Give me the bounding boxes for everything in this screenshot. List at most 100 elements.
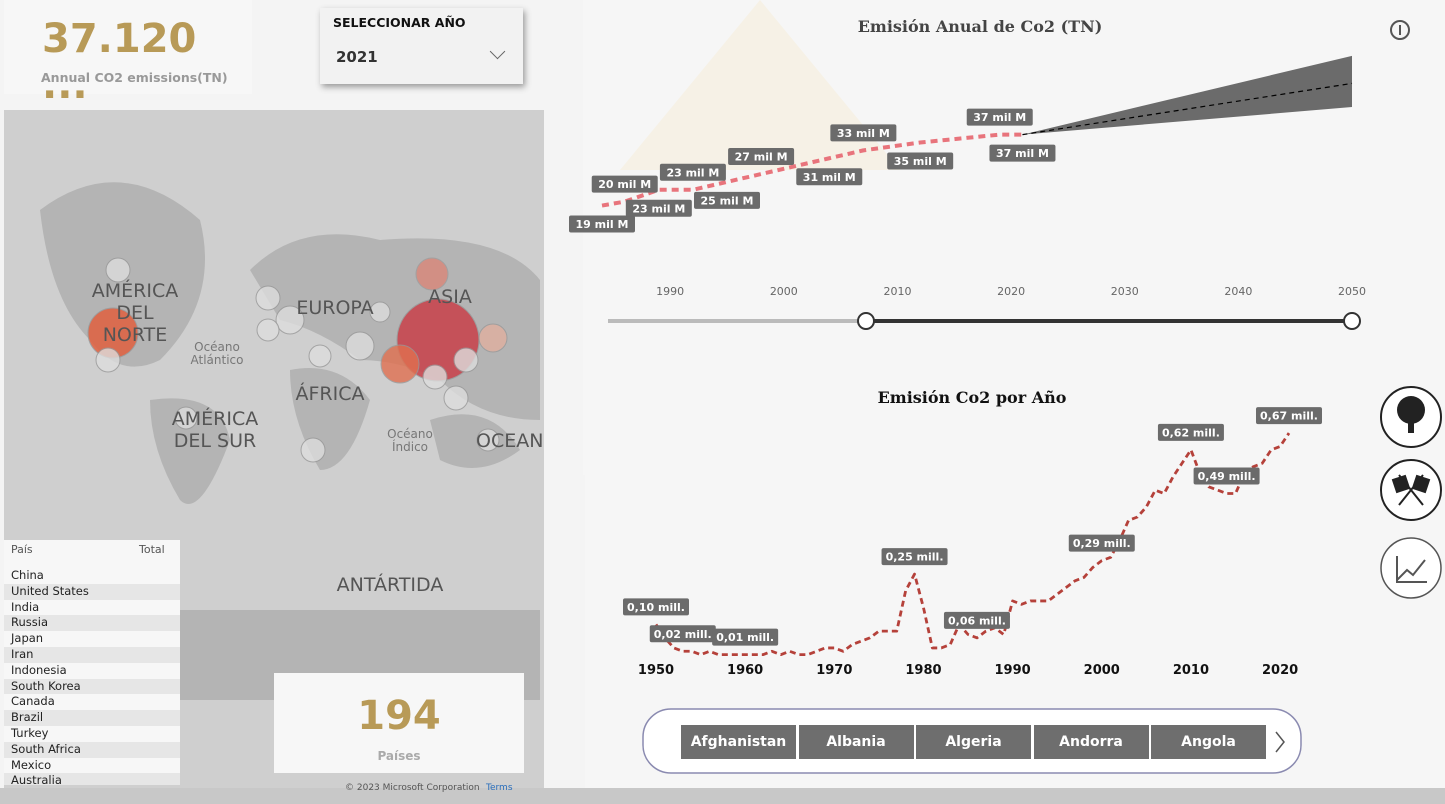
- country-button[interactable]: Albania: [798, 725, 914, 759]
- data-label-bg: [625, 199, 692, 217]
- x-tick-label: 1950: [638, 663, 674, 678]
- data-label: 0,10 mill.: [627, 601, 685, 614]
- slider-handle[interactable]: [1343, 312, 1361, 330]
- x-tick-label: 2050: [1338, 285, 1366, 298]
- table-row[interactable]: China: [11, 568, 44, 582]
- year-slicer[interactable]: SELECCIONAR AÑO 2021: [320, 8, 523, 84]
- data-label-bg: [966, 108, 1033, 126]
- map-label: EUROPA: [296, 297, 374, 319]
- bubble: [308, 344, 332, 368]
- bubble: [476, 428, 500, 452]
- slicer-value[interactable]: 2021: [336, 48, 378, 66]
- tree-trunk: [1408, 415, 1414, 433]
- kpi-label: Annual CO2 emissions(TN): [41, 70, 228, 85]
- table-row[interactable]: United States: [4, 583, 180, 600]
- table-row[interactable]: Iran: [4, 646, 180, 663]
- country-button[interactable]: Andorra: [1033, 725, 1149, 759]
- data-label-bg: [881, 548, 948, 566]
- data-label-bg: [1256, 407, 1322, 425]
- data-label: 37 mil M: [973, 111, 1026, 124]
- data-label: 0,29 mill.: [1073, 537, 1131, 550]
- map-label: AMÉRICA DEL NORTE: [91, 280, 179, 346]
- info-icon[interactable]: [1390, 20, 1410, 40]
- data-label-bg: [659, 163, 726, 181]
- data-label-bg: [1157, 423, 1224, 441]
- bubble: [105, 257, 131, 283]
- bubble: [422, 364, 448, 390]
- data-label-bg: [728, 148, 795, 166]
- count-card: 194 Países: [274, 673, 524, 773]
- table-row[interactable]: Turkey: [11, 725, 49, 740]
- data-label-bg: [569, 215, 635, 233]
- forecast-line: [1022, 82, 1353, 136]
- data-label: 0,06 mill.: [948, 614, 1006, 627]
- count-label: Países: [377, 749, 421, 763]
- table-row[interactable]: Canada: [11, 694, 55, 709]
- chart-title: Emisión Co2 por Año: [878, 388, 1067, 407]
- next-arrow[interactable]: [1275, 731, 1285, 753]
- data-label: 0,67 mill.: [1260, 410, 1318, 423]
- x-tick-label: 2030: [1111, 285, 1139, 298]
- flags-icon: [1391, 474, 1431, 506]
- map-label: Océano Índico: [387, 427, 433, 454]
- bubble: [380, 344, 420, 384]
- data-label: 19 mil M: [576, 218, 629, 231]
- x-tick-label: 1990: [995, 663, 1031, 678]
- tree-icon: [1397, 396, 1425, 424]
- x-tick-label: 2000: [1084, 663, 1120, 678]
- bubble: [95, 347, 121, 373]
- map-label: AMÉRICA DEL SUR: [171, 408, 259, 452]
- data-label-bg: [830, 124, 897, 142]
- data-label: 23 mil M: [632, 202, 685, 215]
- x-tick-label: 2040: [1224, 285, 1252, 298]
- forecast-band: [1022, 55, 1352, 135]
- table-row[interactable]: Russia: [4, 615, 180, 632]
- bg-sign: [620, 0, 900, 170]
- table-row[interactable]: Australia: [4, 773, 180, 785]
- table-row[interactable]: South Africa: [4, 741, 180, 758]
- x-tick-label: 1990: [656, 285, 684, 298]
- data-label-bg: [1068, 534, 1135, 552]
- bubble: [256, 318, 280, 342]
- data-label: 20 mil M: [598, 178, 651, 191]
- map-terms[interactable]: Terms: [485, 783, 513, 793]
- x-tick-label: 1970: [816, 663, 852, 678]
- country-button[interactable]: Angola: [1151, 725, 1266, 759]
- country-button[interactable]: Afghanistan: [681, 725, 796, 759]
- bubble: [275, 305, 305, 335]
- data-label: 23 mil M: [666, 166, 719, 179]
- data-label: 33 mil M: [837, 127, 890, 140]
- x-tick-label: 1980: [905, 663, 941, 678]
- table-row[interactable]: Mexico: [11, 757, 52, 772]
- dropdown-chevron: [489, 43, 506, 60]
- chart-button[interactable]: [1380, 537, 1442, 599]
- country-table: País Total China United States India Russia…: [4, 540, 180, 785]
- table-row[interactable]: Brazil: [4, 710, 180, 726]
- data-label: 0,62 mill.: [1162, 426, 1220, 439]
- bubble: [443, 385, 469, 411]
- bubble: [415, 257, 449, 291]
- data-label: 0,01 mill.: [716, 631, 774, 644]
- data-label: 35 mil M: [894, 155, 947, 168]
- data-label-bg: [591, 175, 658, 193]
- country-button[interactable]: Algeria: [916, 725, 1031, 759]
- data-label: 31 mil M: [803, 171, 856, 184]
- table-row[interactable]: Indonesia: [11, 662, 67, 677]
- map-label: OCEAN: [476, 430, 544, 452]
- line: [654, 432, 1291, 657]
- bubble: [300, 437, 326, 463]
- slicer-title: SELECCIONAR AÑO: [333, 15, 466, 30]
- table-row[interactable]: Japan: [11, 631, 44, 646]
- kpi-card: 37.120 ... Annual CO2 emissions(TN): [4, 0, 252, 108]
- slider-handle[interactable]: [857, 312, 875, 330]
- bottom-bar: [0, 788, 1445, 804]
- data-label: 0,25 mill.: [886, 551, 944, 564]
- bubble: [369, 301, 391, 323]
- table-body: China United States India Russia Japan Iran In…: [4, 568, 180, 785]
- header-cell[interactable]: Total: [139, 543, 165, 556]
- data-label-bg: [694, 191, 760, 209]
- table-row[interactable]: South Korea: [4, 678, 180, 695]
- data-label: 27 mil M: [735, 151, 788, 164]
- table-row[interactable]: India: [11, 599, 40, 614]
- data-label-bg: [989, 144, 1056, 162]
